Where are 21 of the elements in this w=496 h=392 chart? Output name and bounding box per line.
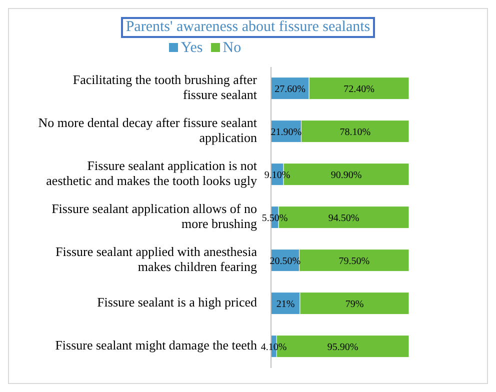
data-label: 90.90% [330, 170, 362, 181]
legend-label: Yes [180, 40, 203, 56]
y-tick-label: Facilitating the tooth brushing after fissure sealant [72, 72, 258, 102]
chart-title: Parents' awareness about fissure sealants [120, 17, 376, 38]
y-tick-label: No more dental decay after fissure sealant application [38, 114, 258, 145]
y-tick-label: Fissure sealant applied with anesthesia makes children fearing [56, 244, 258, 274]
y-tick-label: Fissure sealant application allows of no more brushing [52, 200, 258, 231]
data-label: 27.60% [274, 84, 306, 95]
data-label: 78.10% [340, 126, 371, 138]
y-tick-label: Fissure sealant might damage the teeth [55, 337, 258, 352]
data-label: 79.50% [338, 256, 370, 267]
data-label: 5.50% [262, 212, 288, 224]
legend-label: No [222, 40, 242, 56]
data-label: 95.90% [327, 342, 358, 353]
y-tick-label: Fissure sealant is a high priced [97, 294, 258, 310]
data-label: 94.50% [328, 212, 360, 224]
data-label: 21% [276, 298, 295, 310]
data-label: 4.10% [260, 342, 287, 353]
data-label: 72.40% [344, 84, 374, 95]
y-tick-label: Fissure sealant application is not aesthetic and makes the tooth looks ugly [46, 158, 258, 188]
data-label: 79% [345, 298, 364, 310]
